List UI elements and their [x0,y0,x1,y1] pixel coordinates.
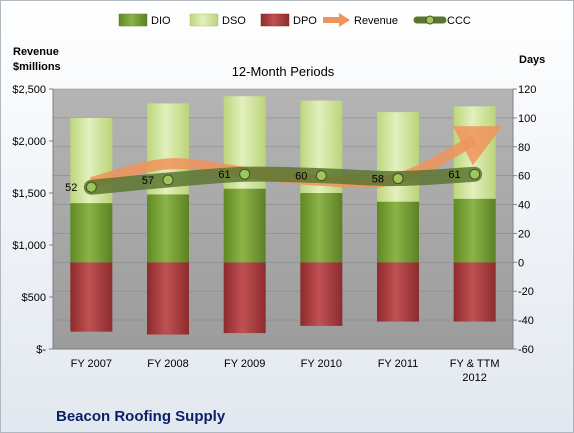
bar-dpo [223,262,266,334]
bar-dio [147,194,189,263]
ccc-point [239,168,251,180]
bar-dio [223,188,266,263]
bar-dio [453,198,496,263]
category-label: FY 2009 [224,358,265,370]
right-tick-label: 20 [518,228,530,240]
category-label: FY 2007 [71,358,112,370]
ccc-point [469,168,481,180]
legend-label-dso: DSO [222,15,246,27]
legend-label-dpo: DPO [293,15,317,27]
right-tick-label: -20 [518,286,534,298]
category-label: FY 2011 [378,358,419,370]
right-tick-label: 100 [518,113,536,125]
left-tick-label: $1,500 [12,188,46,200]
bar-dio [70,203,113,263]
category-label: 2012 [462,372,486,384]
ccc-point [162,174,174,186]
left-tick-label: $500 [22,292,46,304]
ccc-point [315,170,327,182]
category-label: FY 2008 [147,358,188,370]
bar-dpo [453,262,496,322]
legend-swatch-revenue-head [339,13,350,27]
ccc-line [83,166,483,195]
ccc-data-label: 60 [295,171,307,183]
right-axis-title: Days [519,54,545,66]
right-tick-label: -60 [518,344,534,356]
bar-dpo [70,262,113,332]
bar-dpo [300,262,343,326]
legend-swatch-dio [118,13,148,27]
right-tick-label: 80 [518,142,530,154]
left-tick-label: $- [36,344,46,356]
ccc-point [392,173,404,185]
bar-dio [377,201,419,263]
legend-label-ccc: CCC [447,15,471,27]
bar-dpo [147,262,189,335]
bar-dio [300,193,343,263]
ccc-data-label: 61 [218,169,230,181]
legend-label-dio: DIO [151,15,171,27]
right-tick-label: 0 [518,257,524,269]
legend-swatch-dso [189,13,219,27]
right-tick-label: 120 [518,84,536,96]
plot-area [53,89,513,349]
left-tick-label: $2,000 [12,136,46,148]
ccc-data-label: 61 [448,169,460,181]
category-label: FY 2010 [301,358,342,370]
legend-swatch-dpo [260,13,290,27]
category-label: FY & TTM [450,358,500,370]
company-title: Beacon Roofing Supply [56,408,226,425]
left-axis-title: $millions [13,61,61,73]
bar-dpo [377,262,419,322]
legend: DIO DSO DPO Revenue CCC [118,13,471,27]
legend-swatch-ccc-marker [425,15,435,25]
ccc-data-label: 52 [65,182,77,194]
bar-dso [377,112,419,202]
legend-label-revenue: Revenue [354,15,398,27]
left-tick-label: $1,000 [12,240,46,252]
ccc-point [85,181,97,193]
right-tick-label: -40 [518,315,534,327]
right-tick-label: 60 [518,171,530,183]
ccc-data-label: 57 [142,175,154,187]
right-tick-label: 40 [518,200,530,212]
chart-title: 12-Month Periods [232,64,335,79]
left-axis-title: Revenue [13,46,59,58]
left-tick-label: $2,500 [12,84,46,96]
ccc-data-label: 58 [372,174,384,186]
